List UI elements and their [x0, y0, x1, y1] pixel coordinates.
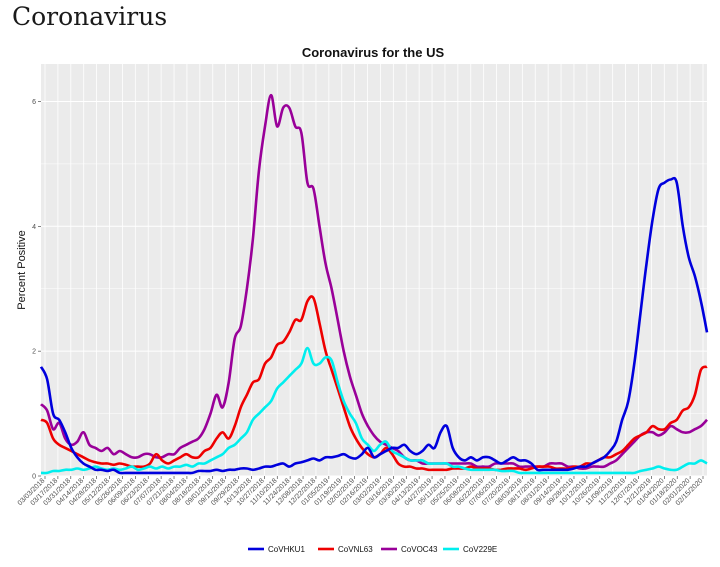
y-tick-label: 0 [32, 474, 36, 481]
page-title: Coronavirus [12, 2, 168, 31]
series-lines [39, 93, 709, 475]
series-line-cov229e [40, 346, 708, 475]
legend-label: CoVNL63 [338, 545, 373, 554]
legend: CoVHKU1 CoVNL63 CoVOC43 CoV229E [248, 545, 497, 554]
y-tick-label: 6 [32, 99, 36, 106]
chart-title: Coronavirus for the US [302, 45, 445, 60]
plot-background [41, 64, 707, 476]
y-axis: 0 2 4 6 [32, 99, 41, 481]
legend-label: CoVOC43 [401, 545, 438, 554]
series-line-covhku1 [39, 176, 709, 475]
series-line-covoc43 [40, 93, 708, 471]
x-axis: 03/03/201803/17/201803/31/201804/14/2018… [17, 476, 704, 507]
legend-label: CoVHKU1 [268, 545, 305, 554]
y-tick-label: 2 [32, 349, 36, 356]
legend-label: CoV229E [463, 545, 497, 554]
y-axis-label: Percent Positive [16, 230, 28, 309]
grid [41, 64, 707, 477]
y-tick-label: 4 [32, 224, 36, 231]
